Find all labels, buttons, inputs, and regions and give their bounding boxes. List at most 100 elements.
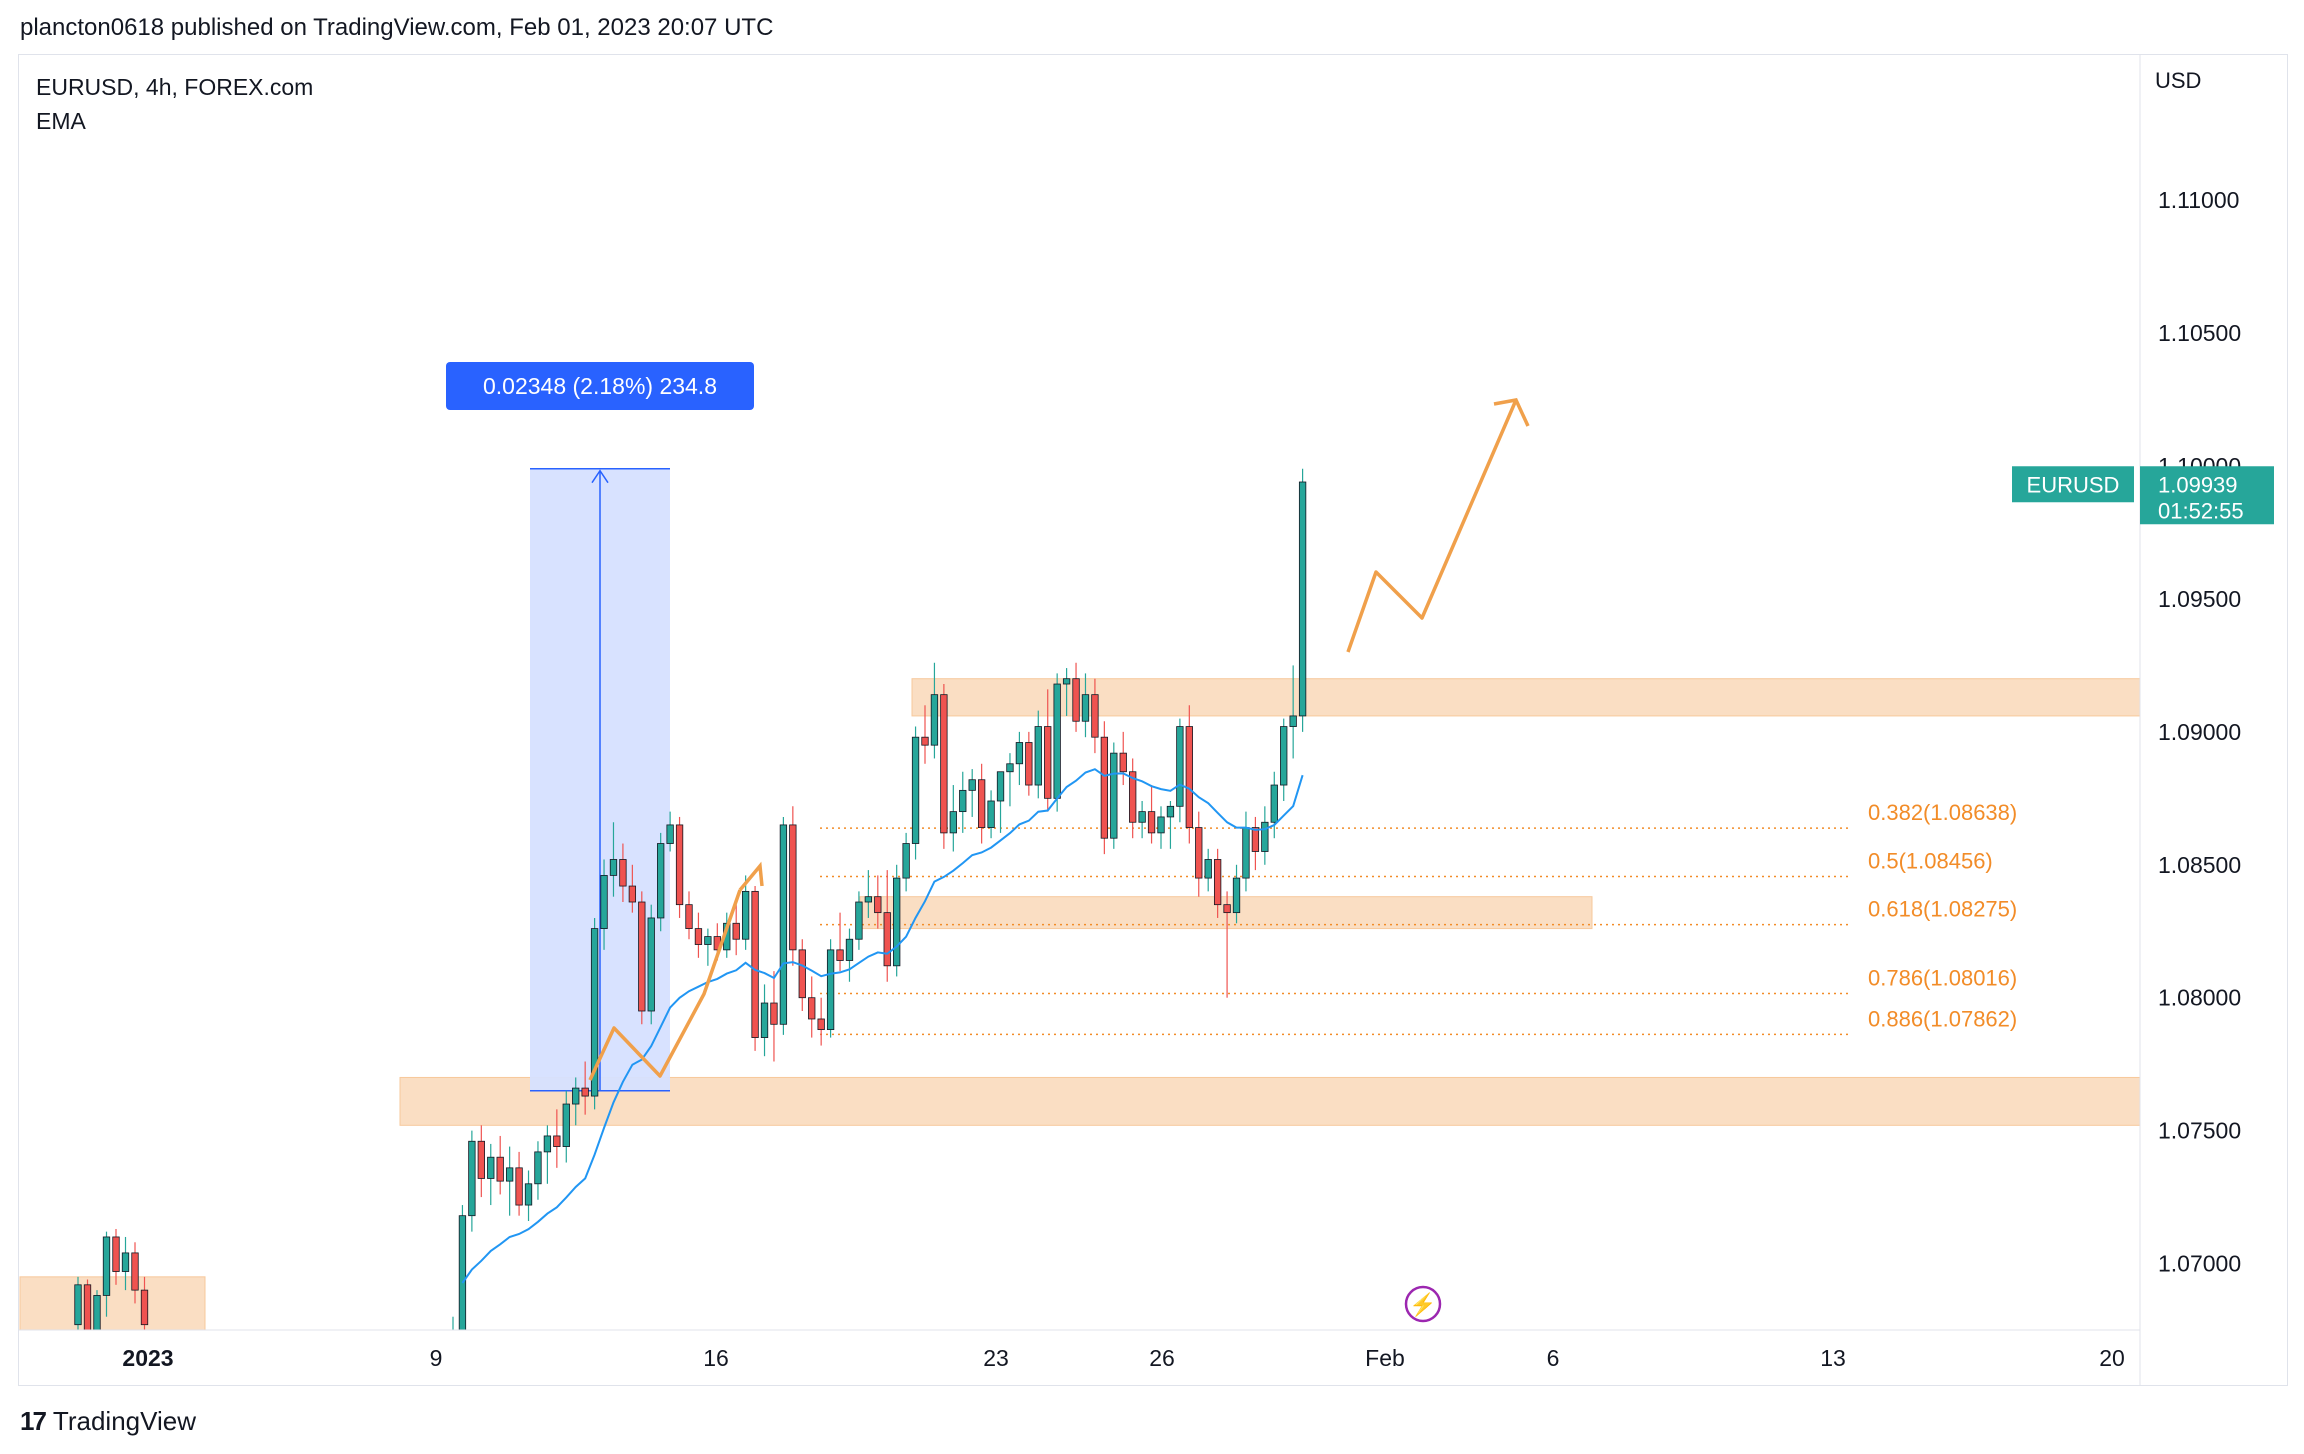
candle-body bbox=[1119, 752, 1127, 773]
candle-body bbox=[572, 1087, 580, 1105]
candle-body bbox=[628, 885, 637, 903]
candle-body bbox=[883, 912, 891, 967]
candle-body bbox=[826, 949, 835, 1031]
zone-box bbox=[911, 678, 2141, 717]
candle-body bbox=[1053, 683, 1061, 799]
candle-body bbox=[817, 1018, 825, 1031]
symbol-badge-label: EURUSD bbox=[2027, 472, 2120, 497]
time-tick-label: 6 bbox=[1547, 1345, 1560, 1371]
chart-legend: EURUSD, 4h, FOREX.com EMA bbox=[36, 70, 313, 138]
candle-body bbox=[987, 800, 995, 828]
fib-level-label: 0.886(1.07862) bbox=[1868, 1006, 2017, 1031]
candle-body bbox=[93, 1295, 101, 1331]
ema-line bbox=[461, 768, 1304, 1284]
candle-body bbox=[1147, 811, 1156, 834]
candle-body bbox=[1157, 816, 1165, 834]
candle-body bbox=[996, 771, 1005, 802]
candle-body bbox=[562, 1103, 570, 1147]
candle-body bbox=[949, 811, 957, 834]
fib-retracement: 0.382(1.08638) 0.5(1.08456) 0.618(1.08275)… bbox=[820, 800, 2017, 1036]
candle-body bbox=[1110, 752, 1118, 839]
candle-body bbox=[1091, 694, 1099, 738]
price-tick-label: 1.10500 bbox=[2158, 320, 2241, 346]
candle-body bbox=[685, 904, 693, 929]
candle-body bbox=[798, 949, 806, 999]
fib-level-label: 0.382(1.08638) bbox=[1868, 800, 2017, 825]
candle-body bbox=[968, 779, 976, 791]
candle-body bbox=[638, 901, 646, 1012]
projection-arrows bbox=[588, 398, 1530, 1081]
time-tick-label: 26 bbox=[1149, 1345, 1175, 1371]
candle-body bbox=[874, 896, 882, 914]
event-icon[interactable]: ⚡ bbox=[1404, 1285, 1442, 1323]
candle-body bbox=[468, 1140, 476, 1217]
candle-body bbox=[1100, 736, 1109, 839]
candle-body bbox=[855, 901, 863, 940]
price-tick-label: 1.07500 bbox=[2158, 1118, 2241, 1144]
candle-body bbox=[1242, 827, 1250, 879]
indicator-label[interactable]: EMA bbox=[36, 108, 86, 134]
symbol-line[interactable]: EURUSD, 4h, FOREX.com bbox=[36, 74, 314, 100]
candle-body bbox=[74, 1284, 82, 1326]
candle-body bbox=[1138, 811, 1146, 823]
time-tick-label: Feb bbox=[1365, 1345, 1405, 1371]
time-tick-label: 23 bbox=[983, 1345, 1009, 1371]
candle-body bbox=[1270, 784, 1278, 823]
candle-body bbox=[1072, 678, 1080, 722]
candle-body bbox=[1280, 726, 1288, 786]
candle-body bbox=[1185, 726, 1193, 828]
candle-body bbox=[959, 789, 967, 813]
candle-body bbox=[864, 896, 873, 903]
candle-body bbox=[940, 694, 948, 834]
time-tick-label: 16 bbox=[703, 1345, 729, 1371]
candle-body bbox=[836, 949, 844, 961]
candle-body bbox=[581, 1087, 589, 1097]
candle-body bbox=[121, 1252, 130, 1272]
time-tick-label: 2023 bbox=[122, 1345, 173, 1371]
price-tick-label: 1.11000 bbox=[2158, 187, 2239, 213]
candle-body bbox=[1232, 877, 1241, 914]
candle-body bbox=[675, 824, 684, 906]
candle-body bbox=[83, 1284, 92, 1331]
candle-body bbox=[1298, 481, 1307, 717]
projection-path bbox=[588, 889, 742, 1081]
candle-body bbox=[694, 928, 703, 945]
price-tick-label: 1.09500 bbox=[2158, 586, 2241, 612]
fib-level-label: 0.5(1.08456) bbox=[1868, 848, 1993, 873]
candle-body bbox=[1223, 904, 1231, 914]
candle-body bbox=[732, 922, 740, 940]
candle-body bbox=[1195, 827, 1203, 879]
fib-level-label: 0.618(1.08275) bbox=[1868, 897, 2017, 922]
time-axis: 2023 9 16 23 26 Feb 6 13 20 bbox=[122, 1345, 2124, 1371]
candle-body bbox=[477, 1140, 485, 1179]
price-axis: 1.07000 1.07500 1.08000 1.08500 1.09000 1.095… bbox=[2158, 187, 2241, 1276]
candle-body bbox=[666, 824, 674, 844]
candle-body bbox=[1015, 742, 1024, 765]
candle-body bbox=[496, 1156, 504, 1182]
supply-demand-zones bbox=[19, 678, 2141, 1331]
candle-body bbox=[704, 936, 712, 945]
candle-body bbox=[600, 875, 608, 929]
candle-body bbox=[553, 1135, 561, 1147]
projection-arrowhead bbox=[1493, 398, 1530, 427]
candle-body bbox=[1081, 694, 1090, 722]
candle-body bbox=[140, 1289, 149, 1326]
candle-body bbox=[808, 997, 816, 1020]
lightning-icon: ⚡ bbox=[1409, 1292, 1436, 1318]
candle-body bbox=[102, 1236, 111, 1296]
candle-body bbox=[515, 1167, 523, 1206]
candle-body bbox=[845, 938, 854, 961]
candle-body bbox=[1006, 763, 1014, 773]
candle-body bbox=[1204, 859, 1212, 879]
candle-body bbox=[657, 843, 665, 919]
time-tick-label: 13 bbox=[1820, 1345, 1846, 1371]
last-price-value: 1.09939 bbox=[2158, 472, 2238, 497]
brand-name: TradingView bbox=[52, 1406, 196, 1436]
candle-body bbox=[789, 824, 797, 951]
footer-brand[interactable]: 17 TradingView bbox=[20, 1406, 196, 1437]
chart-frame bbox=[18, 54, 2288, 1386]
bar-countdown: 01:52:55 bbox=[2158, 498, 2244, 523]
price-range-measure: 0.02348 (2.18%) 234.8 bbox=[446, 362, 754, 1092]
candle-body bbox=[1213, 859, 1222, 906]
